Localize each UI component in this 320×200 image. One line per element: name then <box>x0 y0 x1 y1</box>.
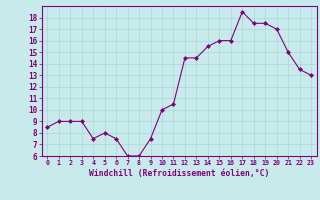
X-axis label: Windchill (Refroidissement éolien,°C): Windchill (Refroidissement éolien,°C) <box>89 169 269 178</box>
